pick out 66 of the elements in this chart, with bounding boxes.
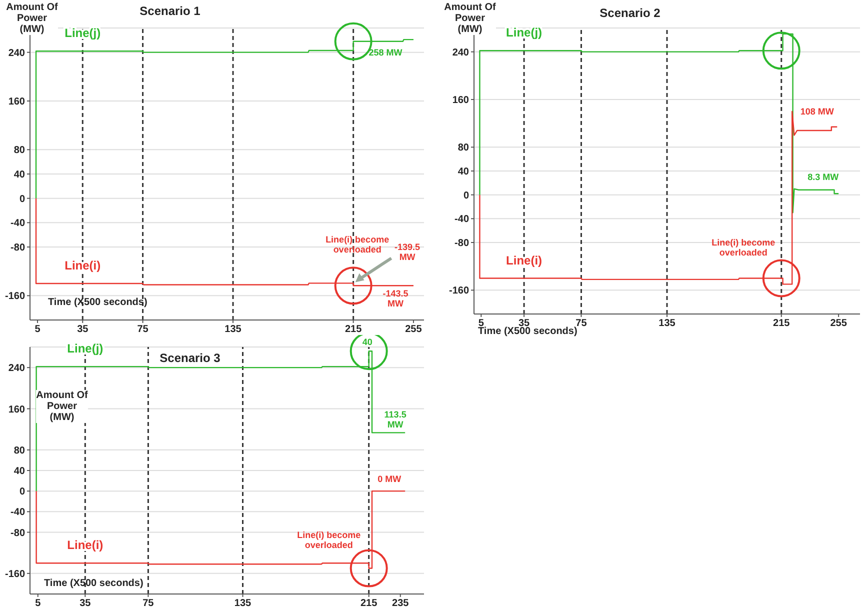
x-tick-label: 75 bbox=[576, 318, 588, 330]
y-tick-label: 160 bbox=[8, 404, 26, 416]
series-label: Line(i) bbox=[67, 538, 104, 552]
series-label: Line(j) bbox=[64, 26, 101, 40]
y-tick-label: 40 bbox=[14, 466, 26, 478]
y-tick-label: 80 bbox=[14, 145, 26, 156]
annotation: 0 MW bbox=[378, 474, 402, 484]
y-tick-label: 80 bbox=[458, 142, 470, 154]
annotation: Line(i) become overloaded bbox=[297, 530, 361, 550]
y-tick-label: -160 bbox=[4, 291, 26, 302]
x-tick-label: 5 bbox=[34, 324, 41, 336]
x-tick-label: 135 bbox=[224, 324, 242, 336]
annotation: -143.5 MW bbox=[382, 289, 408, 310]
y-tick-label: -40 bbox=[10, 218, 26, 230]
annotation: 113.5 MW bbox=[384, 410, 406, 430]
x-tick-label: 35 bbox=[80, 598, 92, 610]
x-axis-title: Time (X500 seconds) bbox=[48, 297, 148, 308]
y-tick-label: 240 bbox=[452, 47, 470, 58]
y-tick-label: 240 bbox=[8, 363, 26, 374]
x-tick-label: 235 bbox=[392, 598, 410, 610]
series-label: Line(i) bbox=[64, 258, 101, 272]
y-tick-label: -160 bbox=[448, 286, 470, 297]
y-tick-label: -80 bbox=[454, 238, 470, 250]
y-tick-label: -80 bbox=[10, 242, 26, 254]
y-tick-label: 40 bbox=[458, 166, 470, 178]
x-tick-label: 135 bbox=[658, 318, 676, 330]
y-tick-label: 160 bbox=[8, 96, 26, 108]
x-tick-label: 215 bbox=[773, 318, 790, 330]
x-tick-label: 215 bbox=[360, 598, 378, 610]
x-tick-label: 5 bbox=[35, 598, 42, 610]
y-tick-label: 240 bbox=[8, 48, 26, 59]
x-tick-label: 135 bbox=[234, 598, 252, 610]
annotation: 40 bbox=[362, 337, 372, 348]
x-tick-label: 255 bbox=[830, 318, 848, 330]
series-label: Line(j) bbox=[506, 26, 542, 40]
annotation: 8.3 MW bbox=[808, 172, 840, 182]
x-tick-label: 215 bbox=[344, 324, 362, 336]
series-label: Line(i) bbox=[506, 253, 542, 268]
x-axis-title: Time (X500 seconds) bbox=[478, 326, 578, 337]
y-tick-label: -160 bbox=[4, 568, 26, 580]
y-axis-title: Amount Of Power (MW) bbox=[6, 2, 58, 35]
y-tick-label: 160 bbox=[452, 95, 470, 106]
y-tick-label: -40 bbox=[10, 507, 26, 518]
annotation: Line(i) become overloaded bbox=[326, 234, 390, 255]
y-tick-label: 0 bbox=[19, 194, 26, 205]
chart-title: Scenario 1 bbox=[140, 4, 200, 18]
x-tick-label: 75 bbox=[142, 598, 154, 610]
y-axis-title: Amount Of Power (MW) bbox=[444, 2, 496, 35]
chart-title: Scenario 3 bbox=[160, 351, 220, 365]
annotation: -139.5 MW bbox=[394, 242, 420, 263]
y-tick-label: 80 bbox=[14, 445, 26, 456]
y-tick-label: 0 bbox=[463, 190, 470, 202]
chart-title: Scenario 2 bbox=[600, 6, 660, 20]
annotation: 258 MW bbox=[368, 48, 403, 58]
x-axis-title: Time (X500 seconds) bbox=[44, 578, 144, 589]
y-tick-label: 40 bbox=[14, 170, 26, 181]
y-axis-title: Amount Of Power (MW) bbox=[36, 390, 88, 423]
annotation: 108 MW bbox=[800, 106, 834, 117]
y-tick-label: -40 bbox=[454, 214, 470, 226]
y-tick-label: 0 bbox=[19, 486, 26, 498]
annotation: Line(i) become overloaded bbox=[712, 238, 776, 258]
series-label: Line(j) bbox=[67, 342, 104, 356]
x-tick-label: 75 bbox=[137, 324, 149, 336]
y-tick-label: -80 bbox=[10, 528, 26, 539]
x-tick-label: 255 bbox=[405, 324, 422, 336]
x-tick-label: 35 bbox=[77, 324, 89, 336]
